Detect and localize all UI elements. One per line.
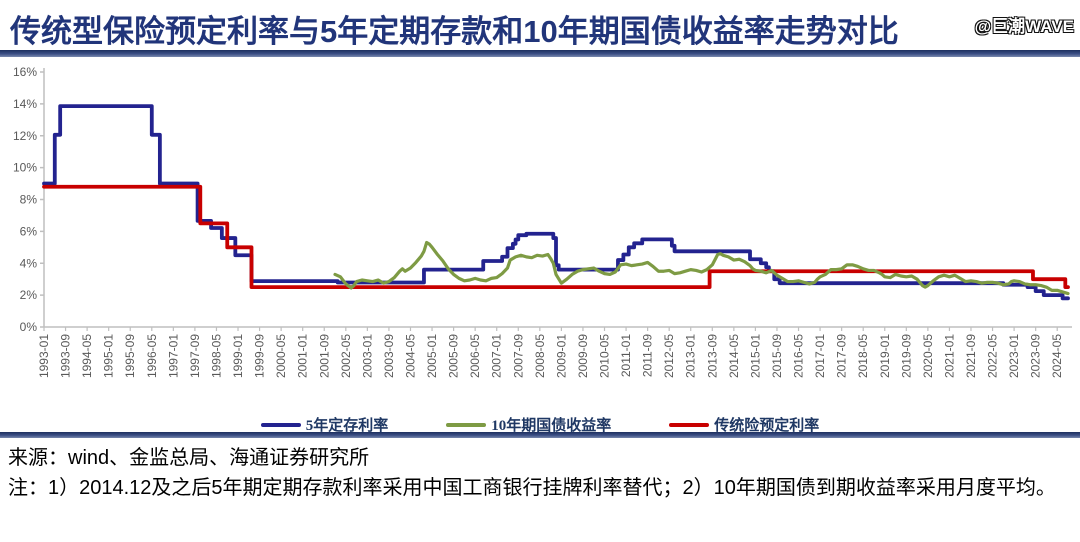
y-axis-tick-label: 10% xyxy=(13,161,37,175)
y-axis-tick-label: 4% xyxy=(20,256,38,270)
line-chart: 0% 2% 4% 6% 8% 10% 12% 14% 16% 1993-01 1993-09 1994… xyxy=(0,60,1080,412)
x-axis-tick-label: 2017-09 xyxy=(835,334,849,378)
x-axis-tick-label: 2015-01 xyxy=(748,334,762,378)
x-axis-tick-label: 2001-01 xyxy=(296,334,310,378)
insurance-line-swatch xyxy=(669,422,710,427)
x-axis-tick-label: 2000-05 xyxy=(274,334,288,378)
x-axis-tick-label: 1994-05 xyxy=(80,334,94,378)
x-axis-tick-label: 2011-09 xyxy=(641,334,655,377)
x-axis-tick-label: 2012-05 xyxy=(662,334,676,378)
x-axis-tick-label: 2004-05 xyxy=(403,334,417,378)
x-axis-tick-label: 2023-09 xyxy=(1029,334,1043,378)
x-axis-tick-label: 2002-05 xyxy=(339,334,353,378)
x-axis-tick-label: 2006-05 xyxy=(468,334,482,378)
x-axis-tick-label: 1999-09 xyxy=(253,334,267,378)
x-axis-tick-label: 2020-05 xyxy=(921,334,935,378)
page-title: 传统型保险预定利率与5年定期存款和10年期国债收益率走势对比 xyxy=(10,14,899,49)
footer-divider-bar xyxy=(0,432,1080,438)
legend-item-deposit: 5年定存利率 xyxy=(260,414,389,435)
source-text: 来源：wind、金监总局、海通证券研究所 xyxy=(8,447,370,469)
y-axis-tick-label: 14% xyxy=(13,97,37,111)
x-axis-tick-label: 1997-01 xyxy=(166,334,180,378)
x-axis-tick-label: 2016-05 xyxy=(792,334,806,378)
x-axis-tick-label: 2014-05 xyxy=(727,334,741,378)
legend-item-insurance: 传统险预定利率 xyxy=(669,414,819,435)
deposit-rate-line xyxy=(42,104,1070,301)
x-axis-tick-label: 2021-01 xyxy=(942,334,956,378)
insurance-rate-line xyxy=(42,184,1070,290)
x-axis-tick-label: 1995-01 xyxy=(102,334,116,378)
x-axis-tick-label: 2007-09 xyxy=(511,334,525,378)
x-axis-tick-label: 2009-01 xyxy=(554,334,568,378)
x-axis-tick-label: 2008-05 xyxy=(533,334,547,378)
x-axis-tick-label: 2018-05 xyxy=(856,334,870,378)
y-axis-tick-label: 2% xyxy=(20,288,38,302)
x-axis-tick-label: 2019-01 xyxy=(878,334,892,378)
x-axis-tick-label: 1999-01 xyxy=(231,334,245,378)
x-axis-tick-label: 1995-09 xyxy=(123,334,137,378)
x-axis-tick-label: 1996-05 xyxy=(145,334,159,378)
bond-line-swatch xyxy=(446,422,487,427)
y-axis-tick-label: 0% xyxy=(20,320,38,334)
note-text: 注：1）2014.12及之后5年期定期存款利率采用中国工商银行挂牌利率替代；2）… xyxy=(8,477,1056,499)
x-axis-tick-label: 2023-01 xyxy=(1007,334,1021,378)
x-axis-tick-label: 2015-09 xyxy=(770,334,784,378)
deposit-line-swatch xyxy=(260,422,301,427)
legend-label-insurance: 传统险预定利率 xyxy=(714,418,820,434)
x-axis-tick-label: 1998-05 xyxy=(209,334,223,378)
chart-legend: 5年定存利率 10年期国债收益率 传统险预定利率 xyxy=(0,414,1080,435)
x-axis-tick-label: 2011-01 xyxy=(619,334,633,377)
footer-notes: 来源：wind、金监总局、海通证券研究所 注：1）2014.12及之后5年期定期… xyxy=(8,443,1070,503)
x-axis-tick-label: 2024-05 xyxy=(1050,334,1064,378)
x-axis-tick-label: 2013-01 xyxy=(684,334,698,378)
bond-yield-line xyxy=(333,240,1070,296)
x-axis-tick-label: 2013-09 xyxy=(705,334,719,378)
title-divider-bar xyxy=(0,50,1080,57)
x-axis-tick-label: 2005-01 xyxy=(425,334,439,378)
x-axis-tick-label: 2001-09 xyxy=(317,334,331,378)
x-axis-tick-label: 2022-05 xyxy=(986,334,1000,378)
chart-canvas: 0% 2% 4% 6% 8% 10% 12% 14% 16% 1993-01 1993-09 1994… xyxy=(13,65,1072,378)
x-axis-tick-label: 2005-09 xyxy=(447,334,461,378)
x-axis-tick-label: 1993-01 xyxy=(37,334,51,378)
y-axis-tick-label: 6% xyxy=(20,224,38,238)
x-axis-tick-label: 2003-01 xyxy=(360,334,374,378)
legend-label-deposit: 5年定存利率 xyxy=(305,418,389,434)
x-axis-tick-label: 2009-09 xyxy=(576,334,590,378)
x-axis-tick-label: 2021-09 xyxy=(964,334,978,378)
x-axis-tick-label: 1997-09 xyxy=(188,334,202,378)
y-axis-tick-label: 8% xyxy=(20,193,38,207)
x-axis-tick-label: 2010-05 xyxy=(598,334,612,378)
x-axis-tick-label: 1993-09 xyxy=(59,334,73,378)
x-axis-tick-label: 2017-01 xyxy=(813,334,827,378)
watermark-logo: @巨潮WAVE xyxy=(974,17,1074,36)
x-axis-tick-label: 2003-09 xyxy=(382,334,396,378)
y-axis-tick-label: 16% xyxy=(13,65,37,79)
legend-label-bond: 10年期国债收益率 xyxy=(491,418,612,434)
x-axis-tick-label: 2007-01 xyxy=(490,334,504,378)
legend-item-bond: 10年期国债收益率 xyxy=(446,414,611,435)
y-axis-tick-label: 12% xyxy=(13,129,37,143)
x-axis-tick-label: 2019-09 xyxy=(899,334,913,378)
